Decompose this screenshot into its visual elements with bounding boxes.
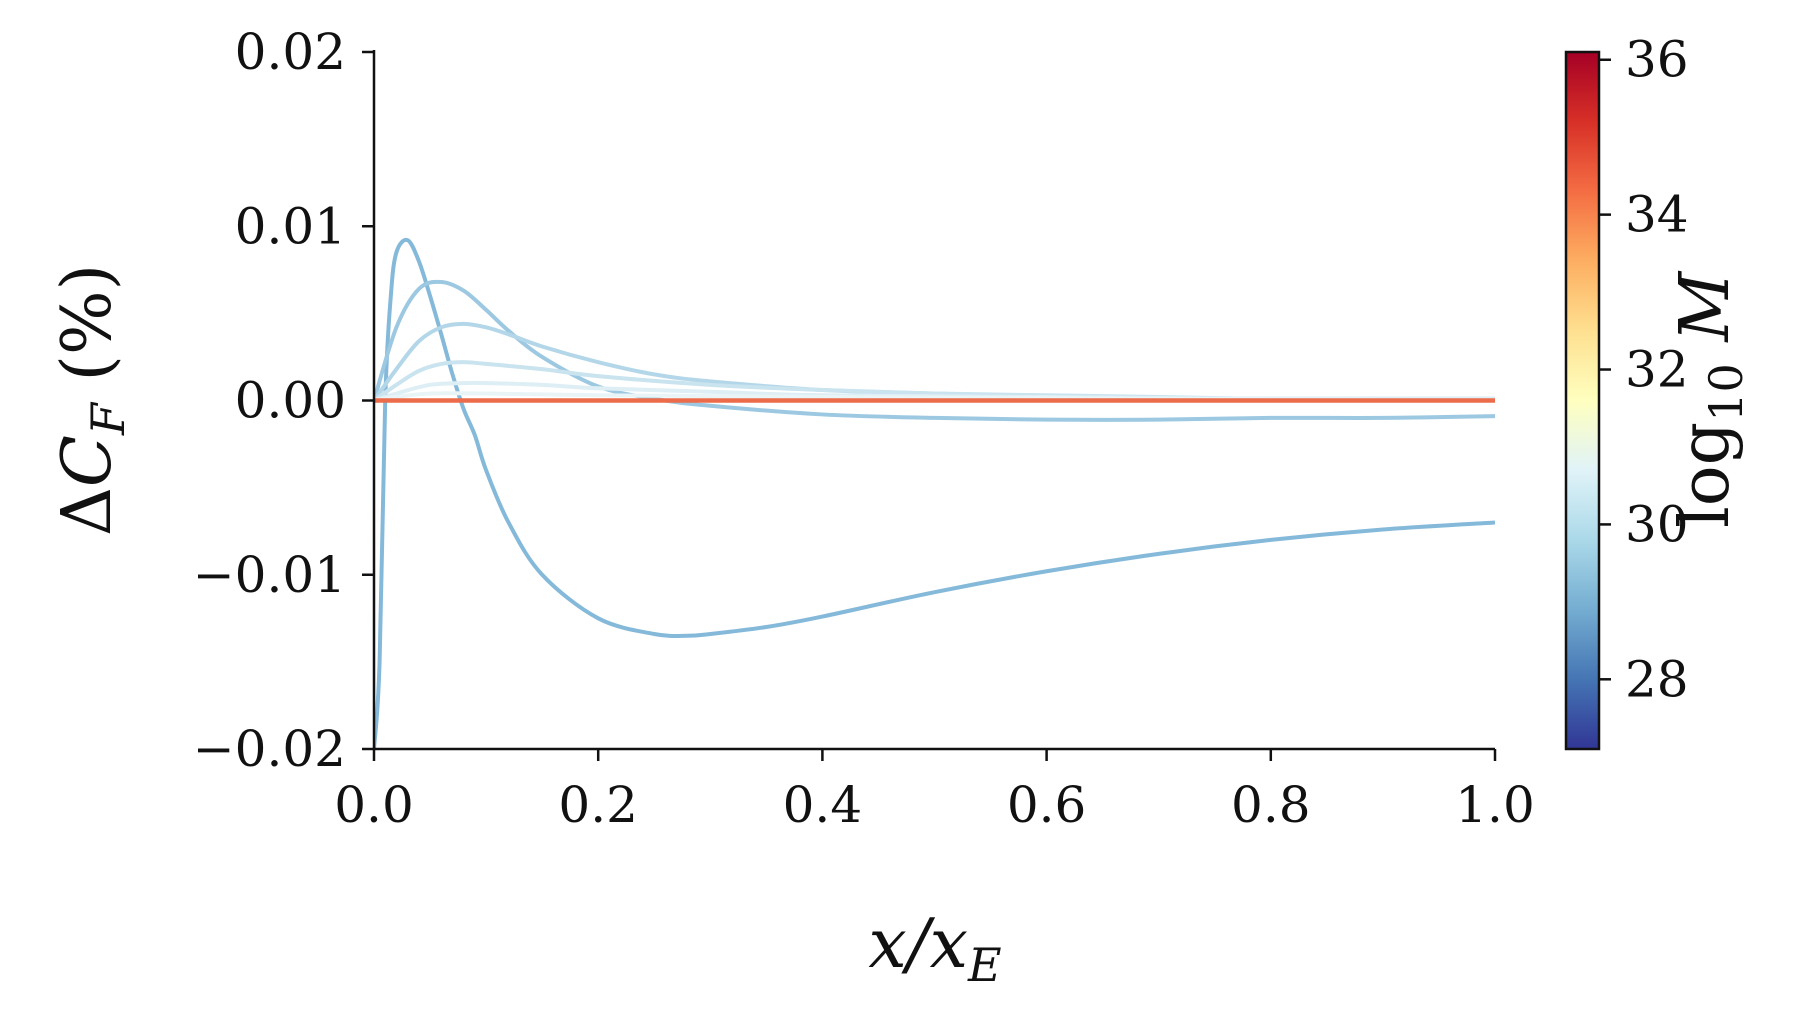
colorbar-tick-label: 34 bbox=[1625, 186, 1689, 244]
series-line-0 bbox=[373, 237, 1495, 750]
colorbar-label: log10 M bbox=[1666, 270, 1753, 528]
x-tick-label: 0.4 bbox=[783, 776, 863, 834]
x-ticks: 0.0 0.2 0.4 0.6 0.8 1.0 bbox=[334, 749, 1535, 834]
colorbar-ticks: 36 34 32 30 28 bbox=[1599, 31, 1689, 708]
y-tick-label: 0.01 bbox=[235, 197, 346, 255]
x-axis-label: x/xE bbox=[868, 905, 1001, 992]
x-tick-label: 0.2 bbox=[558, 776, 638, 834]
series-line-2 bbox=[373, 321, 1495, 402]
x-tick-label: 0.6 bbox=[1007, 776, 1087, 834]
y-tick-label: −0.02 bbox=[193, 720, 346, 778]
y-axis-label: ΔCF (%) bbox=[48, 264, 135, 536]
colorbar-tick-label: 32 bbox=[1625, 341, 1689, 399]
colorbar-tick-label: 36 bbox=[1625, 31, 1689, 89]
x-tick-label: 0.8 bbox=[1231, 776, 1311, 834]
colorbar-tick-label: 30 bbox=[1625, 495, 1689, 553]
y-ticks: 0.02 0.01 0.00 −0.01 −0.02 bbox=[193, 23, 374, 778]
y-tick-label: 0.02 bbox=[235, 23, 346, 81]
colorbar-tick-label: 28 bbox=[1625, 650, 1689, 708]
colorbar bbox=[1564, 50, 1601, 751]
series-layer bbox=[373, 237, 1495, 750]
y-tick-label: −0.01 bbox=[193, 546, 346, 604]
y-tick-label: 0.00 bbox=[235, 372, 346, 430]
x-tick-label: 1.0 bbox=[1455, 776, 1535, 834]
x-tick-label: 0.0 bbox=[334, 776, 414, 834]
